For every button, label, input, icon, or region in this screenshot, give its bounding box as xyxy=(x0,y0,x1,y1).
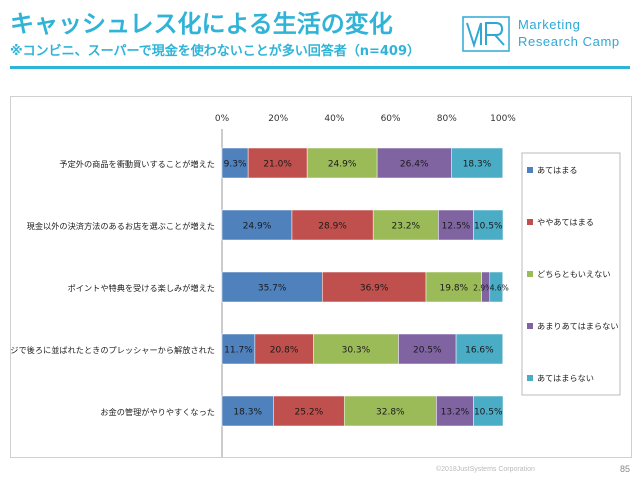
legend-swatch xyxy=(527,375,533,381)
page-number: 85 xyxy=(619,464,630,474)
copyright-notice: ©2018JustSystems Corporation xyxy=(436,466,535,473)
data-label: 24.9% xyxy=(328,160,357,170)
category-label: 予定外の商品を衝動買いすることが増えた xyxy=(59,159,215,169)
data-label: 18.3% xyxy=(233,408,262,418)
bar-segment xyxy=(221,333,256,365)
legend-label: あてはまらない xyxy=(537,373,594,383)
bar-segment xyxy=(221,271,323,303)
x-tick-label: 100% xyxy=(490,114,516,124)
data-label: 9.3% xyxy=(224,160,247,170)
bar-segment xyxy=(473,209,504,241)
bar-segment xyxy=(306,147,378,179)
bar-segment xyxy=(451,147,503,179)
data-label: 26.4% xyxy=(400,160,429,170)
data-label: 13.2% xyxy=(441,408,470,418)
data-label: 4.6% xyxy=(490,284,509,293)
category-label: お金の管理がやりやすくなった xyxy=(100,407,215,417)
category-label: 現金以外の決済方法のあるお店を選ぶことが増えた xyxy=(27,221,215,231)
bar-segment xyxy=(221,395,274,427)
x-tick-label: 20% xyxy=(268,114,288,124)
data-label: 2.9% xyxy=(473,284,492,293)
bar-segment xyxy=(254,333,314,365)
data-label: 25.2% xyxy=(295,408,324,418)
legend-swatch xyxy=(527,323,533,329)
bar-segment xyxy=(455,333,503,365)
x-tick-label: 80% xyxy=(437,114,457,124)
bar-segment xyxy=(489,271,503,303)
legend-swatch xyxy=(527,219,533,225)
legend-box xyxy=(521,152,621,396)
data-label: 21.0% xyxy=(263,160,292,170)
bar-segment xyxy=(473,395,504,427)
bar-segment xyxy=(398,333,457,365)
data-label: 23.2% xyxy=(391,222,420,232)
page-subtitle: ※コンビニ、スーパーで現金を使わないことが多い回答者（n=409） xyxy=(10,44,421,59)
x-tick-label: 0% xyxy=(215,114,230,124)
data-label: 32.8% xyxy=(376,408,405,418)
category-label: ポイントや特典を受ける楽しみが増えた xyxy=(68,283,215,293)
bar-segment xyxy=(221,147,249,179)
data-label: 36.9% xyxy=(360,284,389,294)
company-logo: Marketing Research Camp xyxy=(462,16,634,56)
data-label: 11.7% xyxy=(224,346,253,356)
legend-label: ややあてはまる xyxy=(537,217,594,227)
bar-segment xyxy=(273,395,345,427)
chart-panel: 0% 20% 40% 60% 80% 100% 予定外の商品を衝動買いすることが増えた 9.3… xyxy=(10,96,632,458)
bar-segment xyxy=(376,147,452,179)
logo-text: Marketing Research Camp xyxy=(518,16,638,50)
stacked-bar-chart: 0% 20% 40% 60% 80% 100% 予定外の商品を衝動買いすることが増えた 9.3… xyxy=(11,114,621,457)
category-label: レジで後ろに並ばれたときのプレッシャーから解放された xyxy=(11,345,215,355)
bar-segment xyxy=(343,395,437,427)
data-label: 28.9% xyxy=(318,222,347,232)
data-label: 19.8% xyxy=(440,284,469,294)
legend-label: どちらともいえない xyxy=(537,269,611,279)
data-label: 35.7% xyxy=(258,284,287,294)
bar-segment xyxy=(425,271,482,303)
data-label: 18.3% xyxy=(463,160,492,170)
data-label: 20.8% xyxy=(270,346,299,356)
bar-segment xyxy=(221,209,293,241)
title-divider xyxy=(10,66,630,69)
legend-label: あてはまる xyxy=(537,165,578,175)
data-label: 30.3% xyxy=(342,346,371,356)
bar-segment xyxy=(313,333,399,365)
bar-segment xyxy=(372,209,439,241)
bar-segment xyxy=(438,209,474,241)
x-tick-label: 60% xyxy=(381,114,401,124)
x-tick-label: 40% xyxy=(324,114,344,124)
bar-segment xyxy=(322,271,427,303)
legend-swatch xyxy=(527,167,533,173)
data-label: 10.5% xyxy=(474,408,503,418)
bar-segment xyxy=(436,395,474,427)
data-label: 24.9% xyxy=(243,222,272,232)
page-title: キャッシュレス化による生活の変化 xyxy=(10,10,393,38)
logo-line-2: Research Camp xyxy=(518,34,620,49)
data-label: 12.5% xyxy=(442,222,471,232)
data-label: 10.5% xyxy=(474,222,503,232)
legend-swatch xyxy=(527,271,533,277)
logo-line-1: Marketing xyxy=(518,17,581,32)
legend-label: あまりあてはまらない xyxy=(537,321,619,331)
data-label: 20.5% xyxy=(413,346,442,356)
mrc-logo-mark xyxy=(462,16,510,52)
bar-segment xyxy=(291,209,374,241)
data-label: 16.6% xyxy=(465,346,494,356)
